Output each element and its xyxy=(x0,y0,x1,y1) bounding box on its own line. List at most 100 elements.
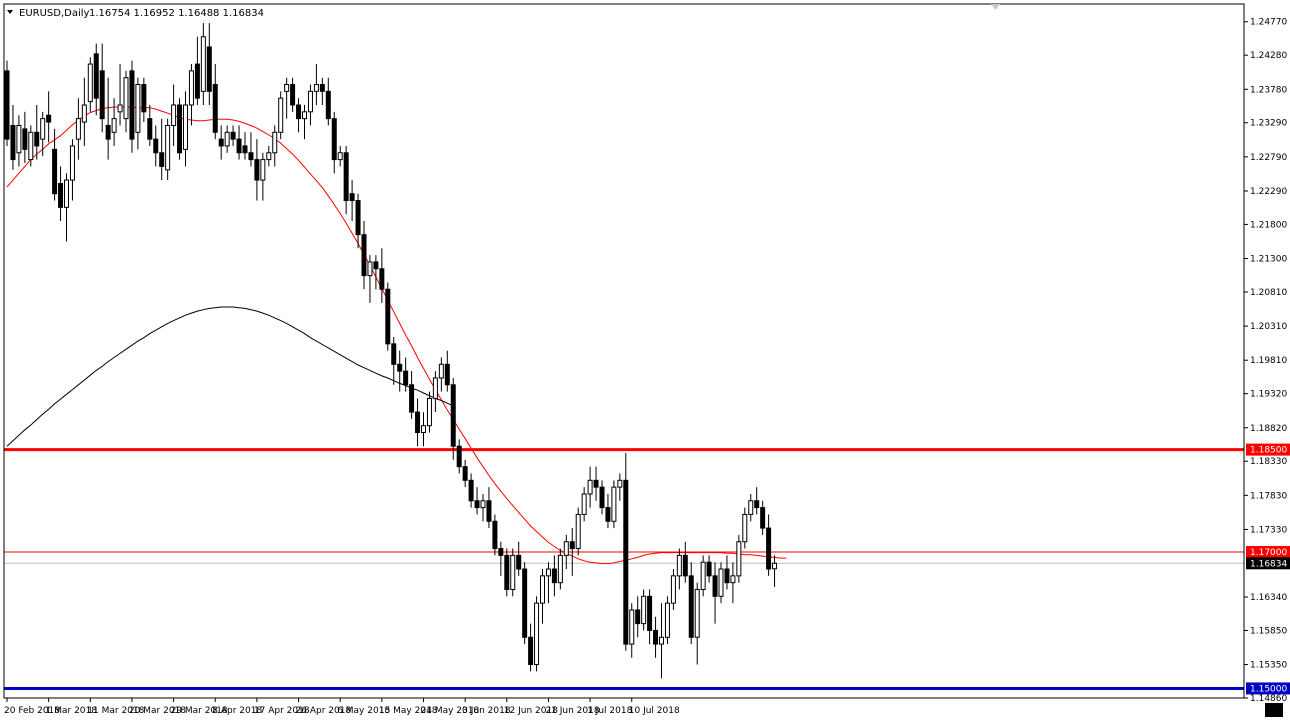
candle-body-bull xyxy=(670,575,676,604)
candle-body-bear xyxy=(153,138,159,154)
y-tick-label: 1.18820 xyxy=(1250,424,1287,434)
candle xyxy=(117,64,123,126)
candle-body-bull xyxy=(575,513,581,550)
candle xyxy=(141,77,147,123)
candle-body-bear xyxy=(409,384,415,413)
dropdown-triangle-icon[interactable] xyxy=(7,10,13,14)
candle xyxy=(623,453,629,651)
candle-body-bear xyxy=(177,104,183,154)
candle xyxy=(694,582,700,665)
x-tick-label: 21 Jun 2018 xyxy=(545,706,599,716)
candle-body-bear xyxy=(444,363,450,386)
candle-body-bull xyxy=(510,554,516,590)
candle-body-bear xyxy=(456,445,462,468)
candle-body-bull xyxy=(87,63,93,103)
candle-body-bear xyxy=(403,370,409,386)
ma-slow-line xyxy=(6,306,454,447)
candle xyxy=(617,473,623,501)
y-tick-label: 1.23780 xyxy=(1250,85,1287,95)
candle-body-bull xyxy=(278,97,284,133)
candle xyxy=(206,23,212,105)
candle xyxy=(361,221,367,290)
candle xyxy=(319,77,325,105)
candle xyxy=(177,98,183,160)
candle-body-bull xyxy=(337,152,343,161)
candle xyxy=(593,466,599,501)
candle-body-bull xyxy=(284,84,290,92)
candle-body-bear xyxy=(373,261,379,270)
candle xyxy=(599,480,605,515)
candle xyxy=(706,555,712,583)
candle-body-bear xyxy=(218,138,224,147)
candle xyxy=(653,616,659,658)
y-tick-label: 1.17330 xyxy=(1250,525,1287,535)
candle-body-bull xyxy=(748,500,754,515)
candle xyxy=(415,398,421,447)
candle xyxy=(58,166,64,222)
candle xyxy=(331,111,337,174)
candle-body-bear xyxy=(528,636,534,666)
y-tick-label: 1.20310 xyxy=(1250,322,1287,332)
x-tick-label: 17 Apr 2018 xyxy=(254,706,310,716)
candle-body-bull xyxy=(480,500,486,509)
candle xyxy=(450,377,456,460)
candle-body-bull xyxy=(587,479,593,495)
candle xyxy=(385,282,391,351)
candle xyxy=(248,132,254,167)
x-tick-label: 12 Jun 2018 xyxy=(504,706,558,716)
candle-body-bear xyxy=(766,527,772,570)
candle-body-bull xyxy=(730,575,736,584)
candle xyxy=(337,145,343,167)
candle-body-bull xyxy=(266,152,272,161)
candle-body-bull xyxy=(307,90,313,113)
x-tick-label: 29 Mar 2018 xyxy=(171,706,228,716)
candle xyxy=(688,562,694,645)
ohlc-readout: 1.16754 1.16952 1.16488 1.16834 xyxy=(89,8,264,19)
candle xyxy=(212,64,218,140)
candle-body-bull xyxy=(540,575,545,604)
candle xyxy=(46,91,52,143)
candle-body-bear xyxy=(397,363,403,372)
candle xyxy=(159,118,165,181)
x-tick-label: 1 Mar 2018 xyxy=(46,706,98,716)
candle xyxy=(516,541,522,576)
candle-body-bear xyxy=(212,84,218,133)
candle xyxy=(266,145,272,167)
candle-body-bull xyxy=(200,36,206,92)
scroll-end-icon[interactable] xyxy=(1265,703,1283,717)
candle-body-bear xyxy=(504,554,510,590)
candle xyxy=(278,91,284,140)
x-tick-label: 8 Apr 2018 xyxy=(212,706,262,716)
shift-marker-icon[interactable] xyxy=(991,4,1000,10)
candle-body-bear xyxy=(760,507,766,529)
candle-body-bear xyxy=(248,152,254,161)
candle-body-bear xyxy=(492,520,498,550)
candle-body-bull xyxy=(224,131,230,147)
x-tick-label: 24 May 2018 xyxy=(421,706,480,716)
candle-body-bear xyxy=(242,145,248,154)
candle xyxy=(438,357,444,392)
candle xyxy=(325,77,331,126)
candle xyxy=(760,500,766,535)
candle xyxy=(34,104,40,160)
candle xyxy=(284,77,290,119)
price-tag-label: 1.17000 xyxy=(1250,548,1287,558)
candle xyxy=(260,152,266,201)
candle xyxy=(69,139,75,201)
candle-body-bear xyxy=(498,548,504,556)
candle-body-bear xyxy=(682,554,688,577)
price-axis: 1.24770 1.24280 1.23780 1.23290 1.22790 1.222… xyxy=(1244,18,1287,704)
candle xyxy=(545,562,551,604)
candle xyxy=(200,23,206,105)
x-tick-label: 20 Feb 2018 xyxy=(4,706,60,716)
candle xyxy=(188,64,194,126)
candle-body-bull xyxy=(123,77,129,120)
candle-body-bull xyxy=(700,561,706,590)
candle-body-bear xyxy=(129,70,135,140)
candle-body-bear xyxy=(147,118,153,140)
candle xyxy=(641,589,647,631)
candle xyxy=(772,555,778,587)
candle-body-bull xyxy=(69,145,75,181)
